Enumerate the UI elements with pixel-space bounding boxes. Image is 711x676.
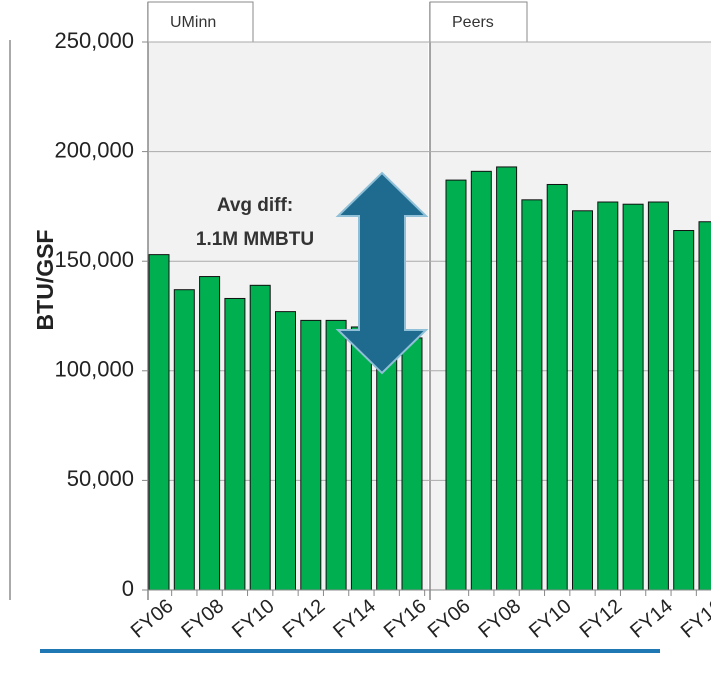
- bar: [470, 170, 492, 591]
- bar: [325, 319, 347, 591]
- x-tick-label: FY08: [177, 595, 228, 643]
- bar: [647, 201, 669, 591]
- x-tick-label: FY10: [525, 595, 576, 643]
- bar: [597, 201, 619, 591]
- bar: [698, 221, 711, 591]
- bar: [572, 210, 593, 591]
- panel-header: Peers: [452, 14, 494, 31]
- bar: [445, 179, 467, 591]
- x-tick-label: FY06: [127, 595, 178, 643]
- double-arrow: [335, 171, 429, 375]
- x-tick-label: FY16: [677, 595, 711, 643]
- x-tick-label: FY12: [279, 595, 330, 643]
- bar: [148, 254, 170, 591]
- annotation: 1.1M MMBTU: [196, 229, 314, 250]
- annotation: Avg diff:: [217, 195, 293, 216]
- x-tick-label: FY10: [228, 595, 279, 643]
- y-tick-label: 200,000: [54, 137, 134, 162]
- x-tick-label: FY16: [380, 595, 431, 643]
- bar: [350, 326, 372, 591]
- x-tick-label: FY06: [424, 595, 475, 643]
- x-tick-label: FY12: [576, 595, 627, 643]
- y-tick-label: 100,000: [54, 357, 134, 382]
- bar: [622, 203, 644, 591]
- bar: [275, 311, 296, 591]
- x-tick-label: FY14: [329, 595, 380, 643]
- y-tick-label: 0: [122, 576, 134, 601]
- x-tick-label: FY14: [626, 595, 677, 643]
- bar: [224, 297, 246, 591]
- bar: [173, 289, 195, 591]
- bar: [300, 319, 322, 591]
- bar: [401, 337, 423, 591]
- bar: [521, 199, 543, 591]
- bar: [199, 276, 221, 591]
- y-tick-label: 250,000: [54, 28, 134, 53]
- y-tick-label: 150,000: [54, 247, 134, 272]
- bar: [496, 166, 518, 591]
- bar: [673, 230, 695, 591]
- y-tick-label: 50,000: [67, 466, 134, 491]
- bar: [546, 183, 568, 591]
- bar: [249, 284, 271, 591]
- x-tick-label: FY08: [474, 595, 525, 643]
- panel-header: UMinn: [170, 14, 216, 31]
- y-axis-label: BTU/GSF: [32, 230, 58, 331]
